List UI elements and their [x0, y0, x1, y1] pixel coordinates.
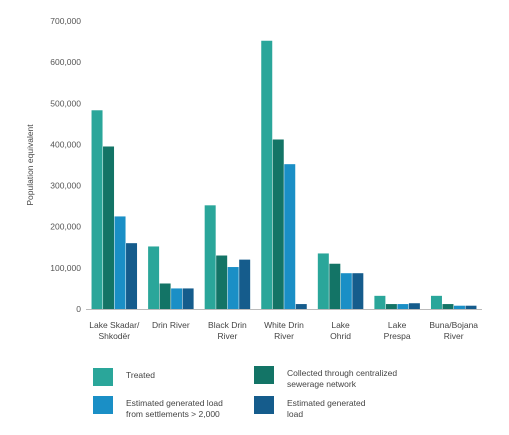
bar-2-2: [159, 283, 171, 309]
x-category-label: Drin River: [152, 320, 190, 330]
bar-2-4: [272, 139, 284, 309]
x-category-label: Buna/Bojana River: [429, 320, 478, 341]
y-tick-label: 100,000: [50, 263, 81, 273]
bar-1-4: [261, 40, 273, 310]
bar-1-3: [204, 205, 216, 309]
bar-2-5: [329, 263, 341, 309]
y-tick-label: 300,000: [50, 181, 81, 191]
bar-1-2: [148, 246, 160, 309]
x-category-label: Black Drin River: [208, 320, 247, 341]
x-category-label-line: Drin River: [152, 320, 190, 330]
bar-3-4: [284, 164, 296, 309]
x-category-label-line: Lake: [331, 320, 350, 330]
bar-3-6: [397, 304, 409, 309]
y-tick-label: 400,000: [50, 139, 81, 149]
x-category-label: Lake Ohrid: [330, 320, 351, 341]
bar-1-5: [317, 253, 329, 309]
y-tick-label: 200,000: [50, 222, 81, 232]
x-category-label-line: White Drin: [264, 320, 304, 330]
x-category-label-line: River: [274, 331, 294, 341]
bar-4-4: [295, 304, 307, 309]
y-tick-label: 0: [76, 304, 81, 314]
bar-4-3: [239, 259, 251, 309]
bar-3-7: [453, 305, 465, 309]
bar-4-2: [182, 288, 194, 309]
bar-2-3: [216, 255, 228, 309]
y-tick-label: 700,000: [50, 16, 81, 26]
x-category-label-line: River: [444, 331, 464, 341]
x-category-label-line: Prespa: [384, 331, 411, 341]
x-category-label-line: Lake: [388, 320, 407, 330]
x-category-label-line: Ohrid: [330, 331, 351, 341]
bar-4-5: [352, 273, 364, 309]
x-category-label: Lake Skadar/Shkodër: [89, 320, 140, 341]
bar-2-6: [385, 304, 397, 309]
bar-3-2: [171, 288, 183, 309]
bar-3-3: [227, 267, 239, 309]
bar-4-1: [126, 243, 138, 309]
y-axis-label: Population equivalent: [25, 124, 35, 206]
y-tick-label: 600,000: [50, 57, 81, 67]
x-category-label-line: Shkodër: [98, 331, 130, 341]
bars: [91, 40, 477, 310]
bar-1-1: [91, 110, 103, 309]
y-tick-label: 500,000: [50, 98, 81, 108]
bar-1-6: [374, 295, 386, 309]
x-category-label: White Drin River: [264, 320, 304, 341]
bar-3-1: [114, 216, 126, 309]
x-category-label-line: Black Drin: [208, 320, 247, 330]
x-category-label-line: Lake Skadar/: [89, 320, 140, 330]
bar-2-1: [103, 146, 115, 309]
bar-2-7: [442, 304, 454, 309]
bar-1-7: [430, 295, 442, 309]
y-axis: 0 100,000 200,000 300,000 400,000 500,000 600,…: [50, 16, 482, 314]
bar-4-6: [408, 303, 420, 309]
x-category-label: Lake Prespa: [384, 320, 411, 341]
bar-3-5: [340, 273, 352, 309]
x-category-label-line: River: [218, 331, 238, 341]
bar-4-7: [465, 305, 477, 309]
x-category-label-line: Buna/Bojana: [429, 320, 478, 330]
